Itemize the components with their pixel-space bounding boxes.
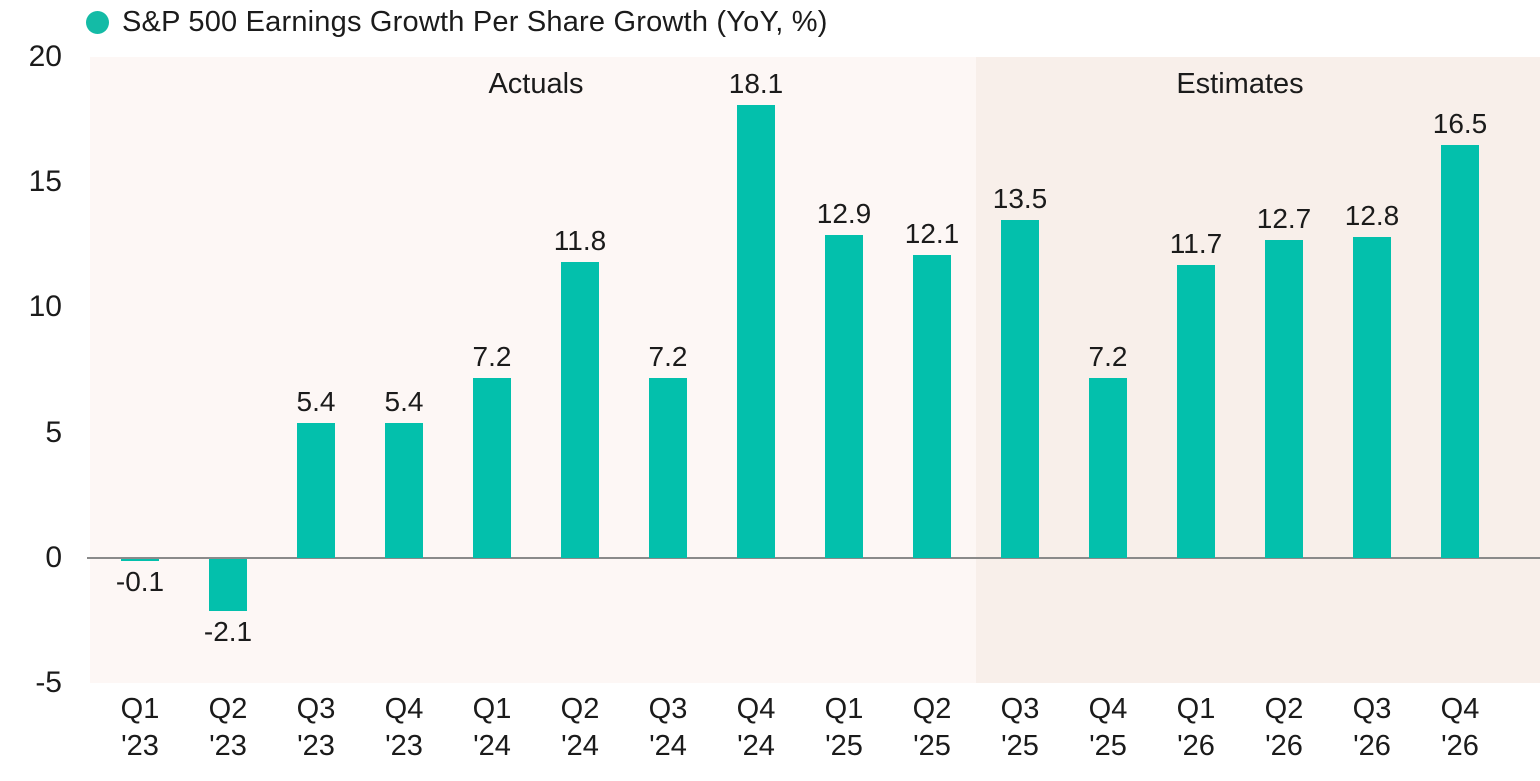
x-axis: Q1'23 Q2'23 Q3'23 Q4'23 Q1'24 Q2'24 Q3'24 Q4'24…: [90, 691, 1540, 765]
x-tick-label: Q4'24: [736, 693, 776, 762]
bar: [121, 558, 159, 562]
bar: [737, 104, 775, 558]
bar: [473, 377, 511, 558]
x-tick-label: Q2'25: [912, 693, 952, 762]
y-tick-label: 5: [45, 415, 62, 449]
region-label-actuals: Actuals: [488, 68, 584, 100]
legend-dot-icon: [86, 10, 109, 34]
x-tick-label: Q1'24: [472, 693, 512, 762]
bar: [385, 422, 423, 558]
bar-slot: 16.5: [1416, 57, 1504, 683]
bar-value-label: 12.8: [1344, 200, 1400, 232]
y-tick-label: 0: [45, 540, 62, 574]
bar-value-label: -0.1: [115, 566, 165, 598]
bar-value-label: 18.1: [728, 67, 784, 99]
x-tick-label: Q2'24: [560, 693, 600, 762]
x-tick-label: Q2'23: [208, 693, 248, 762]
bar-value-label: 11.7: [1169, 227, 1223, 259]
plot-area: Actuals Estimates -0.1 -2.1 5.4 5.4 7.2 11.8 7.…: [87, 57, 1540, 683]
bar-value-label: 7.2: [648, 340, 688, 372]
bar-value-label: 13.5: [992, 182, 1048, 214]
bar-slot: 7.2: [448, 57, 536, 683]
x-tick-label: Q1'25: [824, 693, 864, 762]
bar-value-label: 12.9: [816, 197, 872, 229]
bar-slot: 18.1: [712, 57, 800, 683]
x-tick-label: Q2'26: [1264, 693, 1304, 762]
bar: [1001, 219, 1039, 558]
bar: [1353, 237, 1391, 558]
bar-slot: 11.8: [536, 57, 624, 683]
bar-slot: 13.5: [976, 57, 1064, 683]
bar-value-label: 7.2: [1088, 340, 1128, 372]
bars-container: -0.1 -2.1 5.4 5.4 7.2 11.8 7.2 18.1 12.9 12.1 13.5…: [96, 57, 1504, 683]
chart-legend: S&P 500 Earnings Growth Per Share Growth…: [86, 5, 828, 39]
bar-value-label: 11.8: [553, 225, 607, 257]
bar: [1265, 239, 1303, 558]
bar-slot: 11.7: [1152, 57, 1240, 683]
bar: [209, 558, 247, 612]
y-tick-label: 15: [28, 165, 62, 199]
x-tick-label: Q4'23: [384, 693, 424, 762]
bar-slot: 7.2: [1064, 57, 1152, 683]
bar-value-label: 12.7: [1256, 202, 1312, 234]
bar: [1441, 144, 1479, 558]
bar-slot: 7.2: [624, 57, 712, 683]
bar-slot: -2.1: [184, 57, 272, 683]
bar: [649, 377, 687, 558]
bar-slot: 5.4: [360, 57, 448, 683]
bar-value-label: 12.1: [904, 217, 960, 249]
x-tick-label: Q1'23: [120, 693, 160, 762]
bar-value-label: -2.1: [203, 616, 253, 648]
x-tick-label: Q3'25: [1000, 693, 1040, 762]
bar-value-label: 16.5: [1432, 107, 1488, 139]
bar: [825, 234, 863, 558]
y-tick-label: 10: [28, 290, 62, 324]
bar-slot: 12.1: [888, 57, 976, 683]
bar-value-label: 5.4: [384, 385, 424, 417]
bar-value-label: 7.2: [472, 340, 512, 372]
y-tick-label: -5: [35, 666, 62, 699]
bar: [1089, 377, 1127, 558]
bar-slot: -0.1: [96, 57, 184, 683]
x-tick-label: Q3'23: [296, 693, 336, 762]
bar-slot: 5.4: [272, 57, 360, 683]
x-tick-label: Q3'24: [648, 693, 688, 762]
region-label-estimates: Estimates: [1176, 68, 1304, 100]
bar: [297, 422, 335, 558]
zero-axis-line: [87, 556, 1540, 559]
bar: [561, 262, 599, 558]
x-tick-label: Q4'26: [1440, 693, 1480, 762]
bar-slot: 12.7: [1240, 57, 1328, 683]
x-tick-label: Q4'25: [1088, 693, 1128, 762]
x-tick-label: Q1'26: [1176, 693, 1216, 762]
bar-slot: 12.8: [1328, 57, 1416, 683]
bar: [913, 254, 951, 558]
legend-label: S&P 500 Earnings Growth Per Share Growth…: [122, 5, 828, 38]
y-tick-label: 20: [28, 40, 62, 73]
x-tick-label: Q3'26: [1352, 693, 1392, 762]
y-axis: 20 15 10 5 0 -5: [0, 40, 62, 699]
bar-value-label: 5.4: [296, 385, 336, 417]
bar-slot: 12.9: [800, 57, 888, 683]
bar: [1177, 264, 1215, 558]
